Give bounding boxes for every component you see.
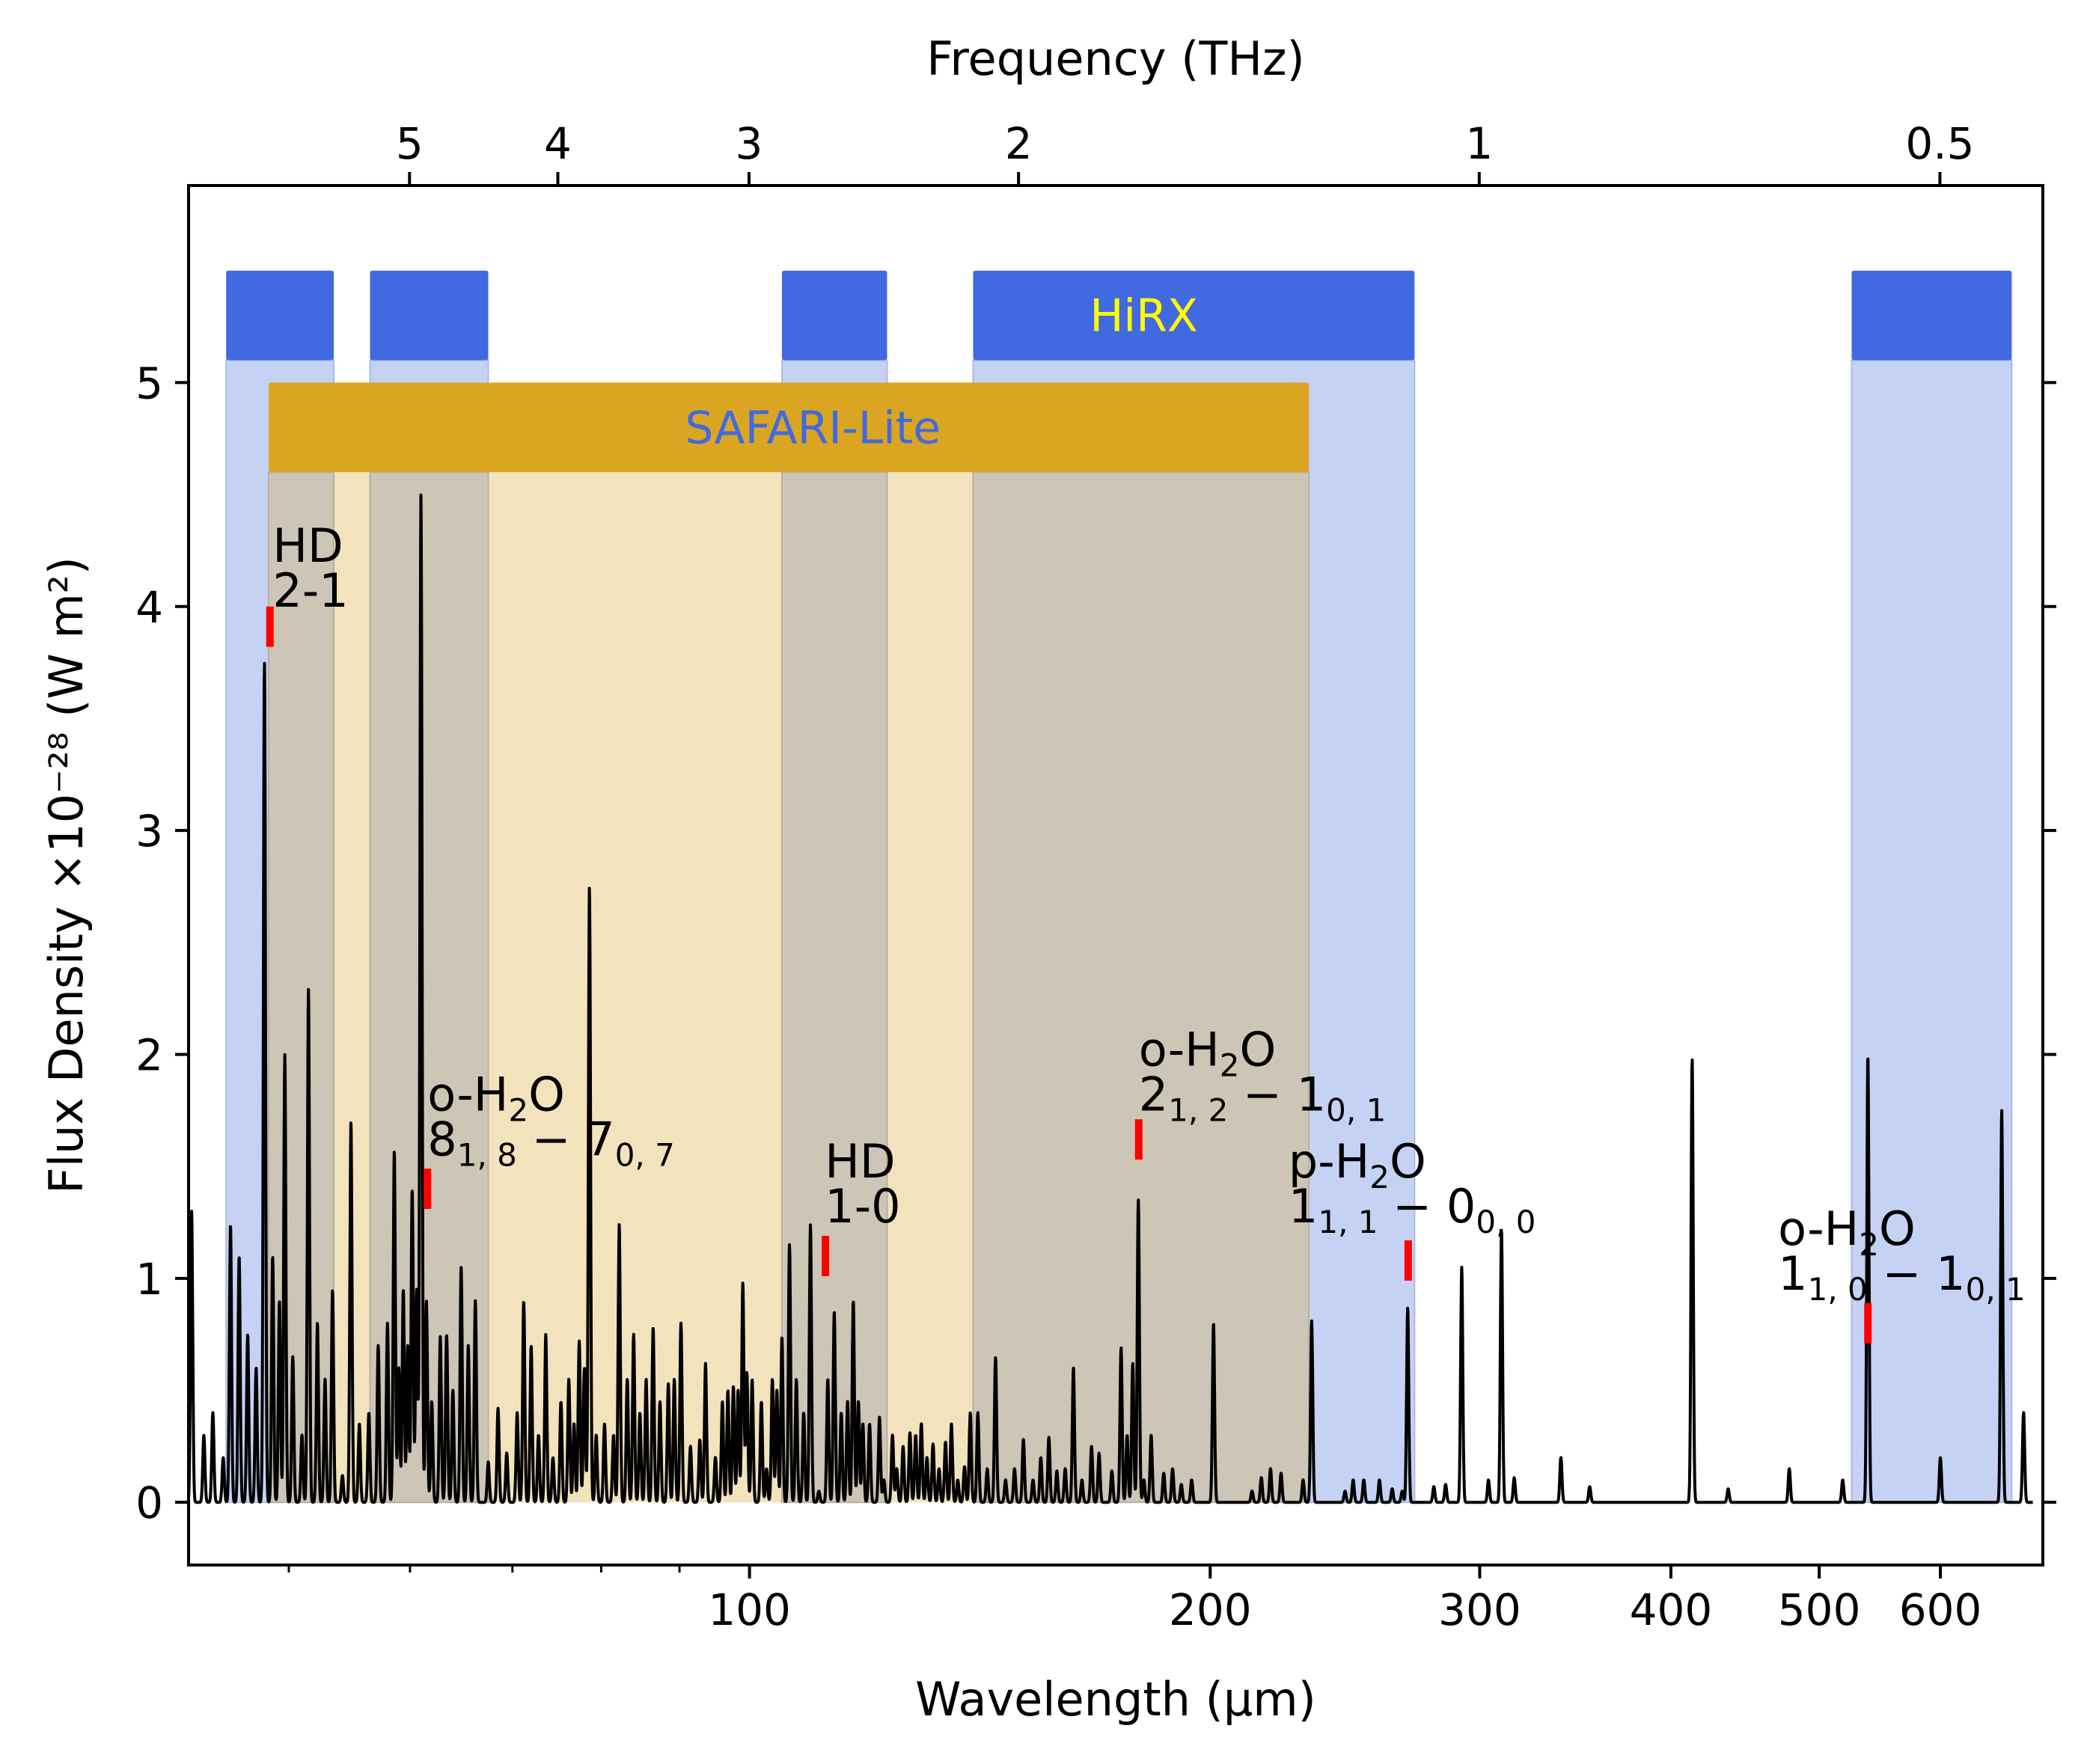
annotation-sub: 2 — [1220, 1047, 1240, 1083]
annotation-text: o-H2O — [1139, 1022, 1277, 1083]
x-tick-label: 300 — [1438, 1584, 1521, 1635]
top-tick-label: 3 — [736, 118, 763, 169]
line-annotation: p-H2O 11, 1 − 00, 0 — [1289, 1134, 1536, 1240]
y-tick-label: 0 — [135, 1477, 163, 1528]
x-tick-label: 400 — [1630, 1584, 1713, 1635]
annotation-main: o-H — [427, 1067, 508, 1121]
safari-label: SAFARI-Lite — [685, 402, 941, 454]
annotation-tail: − 1 — [1868, 1246, 1966, 1301]
annotations-layer: HD 2-1o-H2O 81, 8 − 70, 7 HD 1-0o-H2O 21,… — [272, 518, 2025, 1308]
annotation-main: 1 — [1778, 1246, 1807, 1301]
annotation-tail: O — [528, 1067, 565, 1121]
y-tick-label: 4 — [135, 582, 163, 633]
hirx-band-fill — [1851, 359, 2013, 1504]
annotation-text: 11, 0 − 10, 1 — [1778, 1246, 2026, 1308]
top-tick-label: 4 — [544, 118, 572, 169]
annotation-text: 81, 8 − 70, 7 — [427, 1112, 675, 1173]
top-tick-label: 5 — [396, 118, 424, 169]
annotation-tail: O — [1240, 1022, 1277, 1077]
hirx-band-bar — [226, 270, 334, 361]
annotation-text: 2-1 — [272, 563, 348, 618]
top-tick-label: 1 — [1465, 118, 1493, 169]
annotation-sub2: 0, 7 — [615, 1136, 675, 1173]
annotation-tail: − 0 — [1378, 1179, 1476, 1234]
overlap-band-fill — [369, 471, 489, 1504]
axes-layer: 100 200 300 400 500 600 0 1 2 3 4 5 5 4 3 2 1 0.5 — [135, 118, 2056, 1635]
top-tick-label: 0.5 — [1905, 118, 1974, 169]
plot-frame — [187, 184, 2044, 1567]
spectrum-line — [187, 493, 2035, 1504]
annotation-sub: 2 — [508, 1091, 528, 1128]
annotation-main: 2 — [1139, 1067, 1168, 1121]
y-axis-label: Flux Density ×10⁻²⁸ (W m²) — [39, 557, 94, 1194]
annotation-text: o-H2O — [427, 1067, 565, 1128]
annotation-sub: 2 — [1369, 1159, 1390, 1195]
y-tick-label: 5 — [135, 358, 163, 408]
annotation-text: 1-0 — [825, 1179, 900, 1234]
hirx-band-bar — [781, 270, 887, 361]
annotation-main: 8 — [427, 1112, 456, 1166]
x-tick-label: 500 — [1778, 1584, 1861, 1635]
annotation-tail: O — [1390, 1134, 1426, 1189]
x-tick-label: 100 — [708, 1584, 791, 1635]
annotation-main: o-H — [1139, 1022, 1220, 1077]
annotation-text: HD — [272, 518, 343, 573]
annotation-sub: 1, 1 — [1318, 1204, 1378, 1240]
annotation-text: 21, 2 − 10, 1 — [1139, 1067, 1387, 1128]
safari-band-bar — [268, 382, 1310, 473]
x-tick-label: 200 — [1169, 1584, 1252, 1635]
annotation-sub: 1, 8 — [457, 1136, 517, 1173]
annotation-main: 1-0 — [825, 1179, 900, 1234]
annotation-text: HD — [825, 1134, 895, 1189]
y-tick-label: 2 — [135, 1029, 163, 1080]
overlap-band-fill — [972, 471, 1310, 1504]
line-annotation: o-H2O 21, 2 − 10, 1 — [1139, 1022, 1387, 1128]
annotation-main: p-H — [1289, 1134, 1369, 1189]
line-annotation: o-H2O 11, 0 − 10, 1 — [1778, 1201, 2026, 1308]
annotation-text: 11, 1 − 00, 0 — [1289, 1179, 1536, 1240]
annotation-main: HD — [825, 1134, 895, 1189]
annotation-main: 2-1 — [272, 563, 348, 618]
top-axis-label: Frequency (THz) — [926, 31, 1304, 86]
line-annotation: HD 2-1 — [272, 518, 348, 618]
x-axis-label: Wavelength (μm) — [915, 1672, 1316, 1727]
annotation-main: 1 — [1289, 1179, 1318, 1234]
y-tick-label: 3 — [135, 806, 163, 857]
annotation-sub: 1, 2 — [1168, 1091, 1228, 1128]
y-tick-label: 1 — [135, 1254, 163, 1305]
annotation-sub: 1, 0 — [1808, 1271, 1868, 1308]
annotation-sub2: 0, 0 — [1476, 1204, 1535, 1240]
hirx-band-bar — [370, 270, 489, 361]
line-annotation: o-H2O 81, 8 − 70, 7 — [427, 1067, 675, 1173]
annotation-text: o-H2O — [1778, 1201, 1916, 1263]
annotation-main: o-H — [1778, 1201, 1859, 1256]
spectrum-layer — [187, 493, 2035, 1504]
x-tick-label: 600 — [1899, 1584, 1982, 1635]
hirx-band-bar — [1851, 270, 2012, 361]
annotation-tail: O — [1879, 1201, 1916, 1256]
hirx-label: HiRX — [1090, 290, 1198, 343]
annotation-sub: 2 — [1859, 1226, 1879, 1263]
annotation-tail: − 1 — [1228, 1067, 1326, 1121]
top-tick-label: 2 — [1005, 118, 1033, 169]
annotation-main: HD — [272, 518, 343, 573]
annotation-sub2: 0, 1 — [1326, 1091, 1386, 1128]
annotation-text: p-H2O — [1289, 1134, 1426, 1195]
line-annotation: HD 1-0 — [825, 1134, 900, 1234]
annotation-sub2: 0, 1 — [1966, 1271, 2026, 1308]
bands-layer: HiRX SAFARI-Lite — [225, 270, 2013, 1504]
annotation-tail: − 7 — [517, 1112, 615, 1166]
markers-layer — [266, 606, 1872, 1344]
hirx-band-bar — [973, 270, 1415, 361]
